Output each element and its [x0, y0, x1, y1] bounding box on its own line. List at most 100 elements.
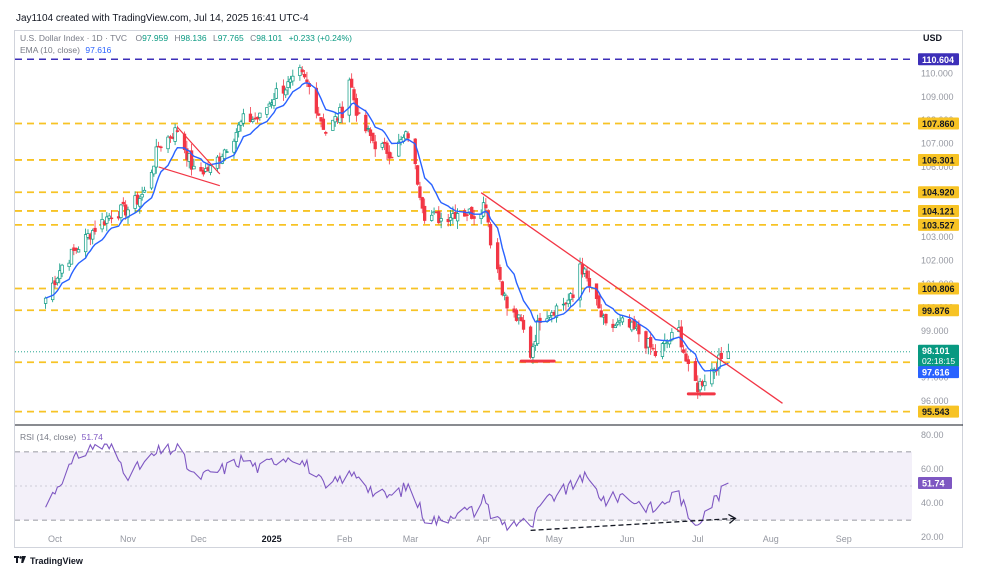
- candle-body: [597, 295, 601, 309]
- candle-body: [521, 319, 526, 330]
- price-tick-label: 107.000: [921, 139, 954, 149]
- candle-body: [58, 270, 62, 280]
- candle-body: [385, 142, 389, 154]
- candle-body: [352, 89, 356, 101]
- candle-body: [578, 263, 582, 301]
- candle-body: [660, 343, 665, 357]
- rsi-band-fill: [15, 451, 912, 521]
- candle-body: [488, 224, 493, 246]
- candle-body: [373, 141, 377, 150]
- open-value: 97.959: [142, 33, 169, 43]
- rsi-divergence-arrowhead: [728, 513, 737, 524]
- candle-body: [684, 353, 688, 362]
- rsi-legend[interactable]: RSI (14, close) 51.74: [20, 432, 103, 442]
- candle-body: [199, 167, 203, 172]
- candle-body: [517, 314, 521, 319]
- candle-body: [703, 381, 707, 387]
- chart-frame: [14, 30, 963, 548]
- price-level-tag: [918, 405, 959, 418]
- price-level-tag: [918, 186, 959, 199]
- candle-body: [232, 140, 236, 153]
- candle-body: [406, 133, 410, 139]
- candle-body: [420, 197, 424, 209]
- candle-body: [495, 242, 500, 270]
- time-tick-label: Nov: [120, 534, 137, 544]
- time-tick-label: Sep: [836, 534, 852, 544]
- candle-body: [681, 349, 686, 353]
- open-label: O: [135, 33, 143, 43]
- candle-body: [121, 201, 125, 205]
- candle-body: [159, 146, 163, 149]
- candle-body: [119, 204, 123, 218]
- candle-body: [503, 293, 507, 296]
- last-price-tag: [918, 344, 959, 367]
- last-price-label: 98.101: [922, 346, 950, 356]
- candle-body: [613, 325, 618, 329]
- rsi-label: RSI (14, close): [20, 432, 77, 442]
- time-tick-label: Apr: [477, 534, 491, 544]
- candle-body: [448, 217, 453, 221]
- candle-body: [248, 113, 253, 122]
- price-level-label: 107.860: [922, 119, 955, 129]
- price-level-tag: [918, 304, 959, 317]
- price-level-tag: [918, 204, 959, 217]
- candle-body: [484, 204, 488, 209]
- candle-body: [387, 151, 391, 159]
- price-tick-label: 110.000: [921, 68, 953, 78]
- candle-body: [154, 146, 158, 168]
- rsi-line: [45, 442, 729, 532]
- candle-body: [107, 215, 111, 219]
- time-tick-label: Jun: [620, 534, 635, 544]
- candle-body: [76, 249, 81, 253]
- tradingview-logo-icon: [14, 556, 26, 563]
- ema-price-label: 97.616: [922, 368, 950, 378]
- candle-body: [142, 189, 147, 193]
- candle-body: [51, 282, 55, 301]
- candle-body: [55, 277, 60, 284]
- candle-body: [291, 75, 295, 82]
- candle-body: [455, 213, 460, 222]
- candle-body: [152, 165, 156, 175]
- candle-body: [726, 351, 731, 359]
- price-tick-label: 102.000: [921, 256, 954, 266]
- candle-body: [390, 156, 394, 159]
- price-tick-label: 109.000: [921, 92, 954, 102]
- candle-body: [620, 317, 625, 323]
- candle-body: [418, 186, 422, 198]
- candle-body: [465, 214, 469, 216]
- time-tick-label: Mar: [403, 534, 419, 544]
- candle-body: [437, 211, 441, 224]
- candle-body: [423, 205, 427, 221]
- time-tick-label: Oct: [48, 534, 63, 544]
- candle-body: [267, 103, 271, 107]
- candle-body: [182, 133, 187, 151]
- candle-body: [599, 310, 603, 318]
- candle-body: [241, 113, 246, 124]
- candle-body: [686, 359, 690, 364]
- symbol-legend[interactable]: U.S. Dollar Index · 1D · TVC O97.959 H98…: [20, 33, 352, 43]
- candle-body: [604, 313, 608, 324]
- candle-body: [693, 361, 698, 381]
- candle-body: [255, 116, 260, 120]
- close-label: C: [250, 33, 257, 43]
- candle-body: [175, 130, 180, 132]
- high-label: H: [174, 33, 181, 43]
- time-tick-label: Feb: [337, 534, 353, 544]
- low-label: L: [212, 33, 218, 43]
- candle-body: [719, 352, 723, 359]
- candle-body: [265, 107, 269, 115]
- ema-value: 97.616: [85, 45, 112, 55]
- candle-body: [566, 299, 570, 305]
- downtrend-line: [480, 192, 783, 404]
- wedge-line-upper: [177, 126, 221, 175]
- candle-body: [371, 132, 375, 142]
- candle-body: [258, 112, 262, 118]
- candle-body: [222, 149, 227, 159]
- currency-label: USD: [923, 33, 943, 43]
- candle-body: [201, 169, 205, 175]
- ema-legend[interactable]: EMA (10, close) 97.616: [20, 45, 111, 55]
- candle-body: [561, 303, 566, 306]
- change-value: +0.233 (+0.24%): [288, 33, 352, 43]
- candle-body: [149, 172, 154, 189]
